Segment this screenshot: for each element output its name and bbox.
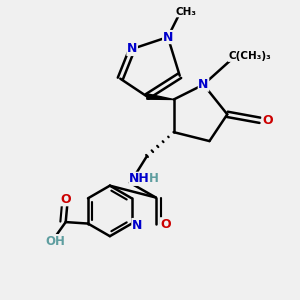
Text: O: O	[60, 193, 71, 206]
Text: O: O	[262, 114, 273, 127]
Text: N: N	[127, 42, 137, 56]
Polygon shape	[147, 94, 174, 100]
Text: N: N	[132, 218, 142, 232]
Text: NH: NH	[129, 172, 150, 185]
Text: N: N	[198, 78, 209, 91]
Text: H: H	[148, 172, 158, 185]
Text: CH₃: CH₃	[175, 7, 196, 17]
Text: OH: OH	[45, 235, 65, 248]
Text: C(CH₃)₃: C(CH₃)₃	[228, 51, 271, 62]
Text: N: N	[163, 31, 173, 44]
Text: O: O	[160, 218, 171, 231]
